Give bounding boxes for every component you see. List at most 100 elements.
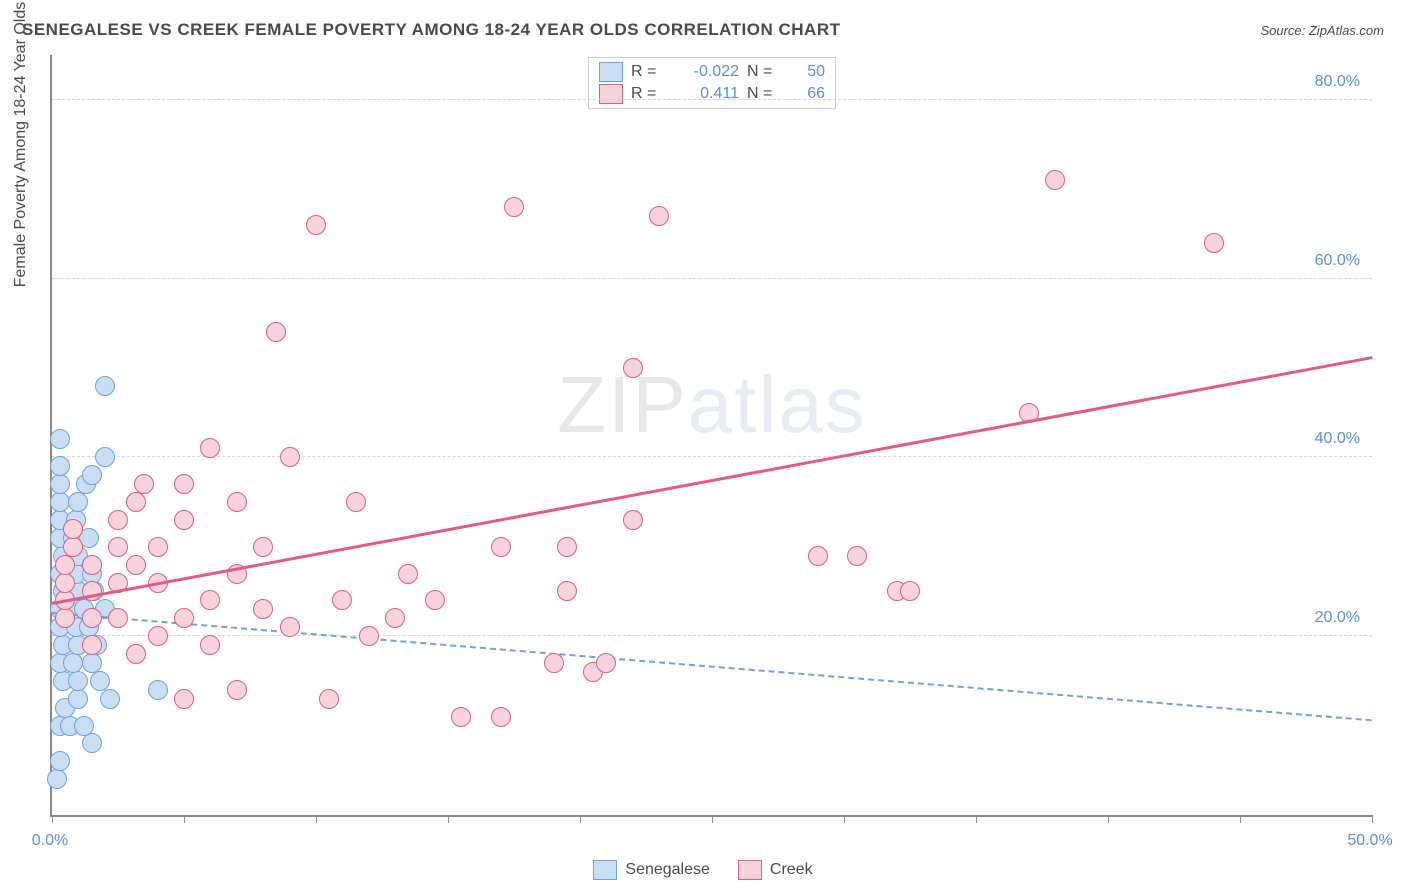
data-point [359, 626, 379, 646]
data-point [47, 769, 67, 789]
data-point [82, 608, 102, 628]
data-point [174, 689, 194, 709]
data-point [398, 564, 418, 584]
data-point [68, 671, 88, 691]
data-point [90, 671, 110, 691]
chart-title: SENEGALESE VS CREEK FEMALE POVERTY AMONG… [22, 20, 840, 40]
correlation-legend: R =-0.022N =50R =0.411N =66 [588, 57, 836, 109]
data-point [148, 537, 168, 557]
data-point [557, 537, 577, 557]
data-point [126, 555, 146, 575]
data-point [200, 438, 220, 458]
data-point [174, 510, 194, 530]
legend-swatch [593, 860, 617, 880]
data-point [544, 653, 564, 673]
gridline [52, 456, 1372, 457]
data-point [148, 626, 168, 646]
data-point [253, 599, 273, 619]
data-point [108, 537, 128, 557]
data-point [200, 635, 220, 655]
data-point [623, 510, 643, 530]
x-tick [1240, 815, 1241, 823]
r-value: 0.411 [669, 85, 739, 103]
data-point [63, 537, 83, 557]
series-legend: Senegalese Creek [0, 860, 1406, 880]
x-tick-label: 50.0% [1347, 832, 1392, 850]
x-tick [580, 815, 581, 823]
data-point [50, 456, 70, 476]
data-point [1045, 170, 1065, 190]
source-link[interactable]: ZipAtlas.com [1309, 23, 1384, 38]
data-point [82, 555, 102, 575]
data-point [68, 689, 88, 709]
data-point [174, 474, 194, 494]
data-point [451, 707, 471, 727]
x-tick [1372, 815, 1373, 823]
legend-label: N = [747, 85, 777, 103]
data-point [332, 590, 352, 610]
x-tick [712, 815, 713, 823]
data-point [385, 608, 405, 628]
chart-plot-area: ZIPatlas R =-0.022N =50R =0.411N =66 20.… [50, 55, 1372, 817]
data-point [1204, 233, 1224, 253]
legend-item: Senegalese [593, 860, 710, 880]
data-point [55, 555, 75, 575]
data-point [557, 581, 577, 601]
data-point [900, 581, 920, 601]
trend-line [52, 612, 1372, 721]
legend-swatch [599, 84, 623, 104]
trend-line [52, 356, 1373, 605]
data-point [148, 680, 168, 700]
x-tick-label: 0.0% [32, 832, 68, 850]
data-point [280, 617, 300, 637]
data-point [50, 492, 70, 512]
x-tick [976, 815, 977, 823]
data-point [280, 447, 300, 467]
data-point [253, 537, 273, 557]
data-point [100, 689, 120, 709]
data-point [847, 546, 867, 566]
data-point [126, 644, 146, 664]
data-point [174, 608, 194, 628]
data-point [808, 546, 828, 566]
data-point [227, 680, 247, 700]
n-value: 50 [785, 63, 825, 81]
data-point [63, 519, 83, 539]
data-point [425, 590, 445, 610]
x-tick [844, 815, 845, 823]
x-tick [184, 815, 185, 823]
data-point [306, 215, 326, 235]
data-point [82, 635, 102, 655]
data-point [134, 474, 154, 494]
y-tick-label: 20.0% [1315, 609, 1360, 627]
data-point [50, 429, 70, 449]
gridline [52, 99, 1372, 100]
data-point [95, 447, 115, 467]
r-value: -0.022 [669, 63, 739, 81]
legend-series-name: Creek [770, 861, 813, 879]
data-point [82, 733, 102, 753]
data-point [82, 653, 102, 673]
y-tick-label: 40.0% [1315, 430, 1360, 448]
y-axis-label: Female Poverty Among 18-24 Year Olds [12, 2, 30, 288]
data-point [491, 707, 511, 727]
data-point [346, 492, 366, 512]
data-point [227, 492, 247, 512]
gridline [52, 278, 1372, 279]
data-point [504, 197, 524, 217]
gridline [52, 635, 1372, 636]
data-point [68, 492, 88, 512]
data-point [50, 474, 70, 494]
data-point [74, 716, 94, 736]
data-point [266, 322, 286, 342]
legend-series-name: Senegalese [625, 861, 710, 879]
legend-label: R = [631, 85, 661, 103]
x-tick [52, 815, 53, 823]
data-point [82, 465, 102, 485]
data-point [55, 608, 75, 628]
data-point [55, 573, 75, 593]
y-tick-label: 60.0% [1315, 252, 1360, 270]
data-point [596, 653, 616, 673]
x-tick [316, 815, 317, 823]
data-point [319, 689, 339, 709]
